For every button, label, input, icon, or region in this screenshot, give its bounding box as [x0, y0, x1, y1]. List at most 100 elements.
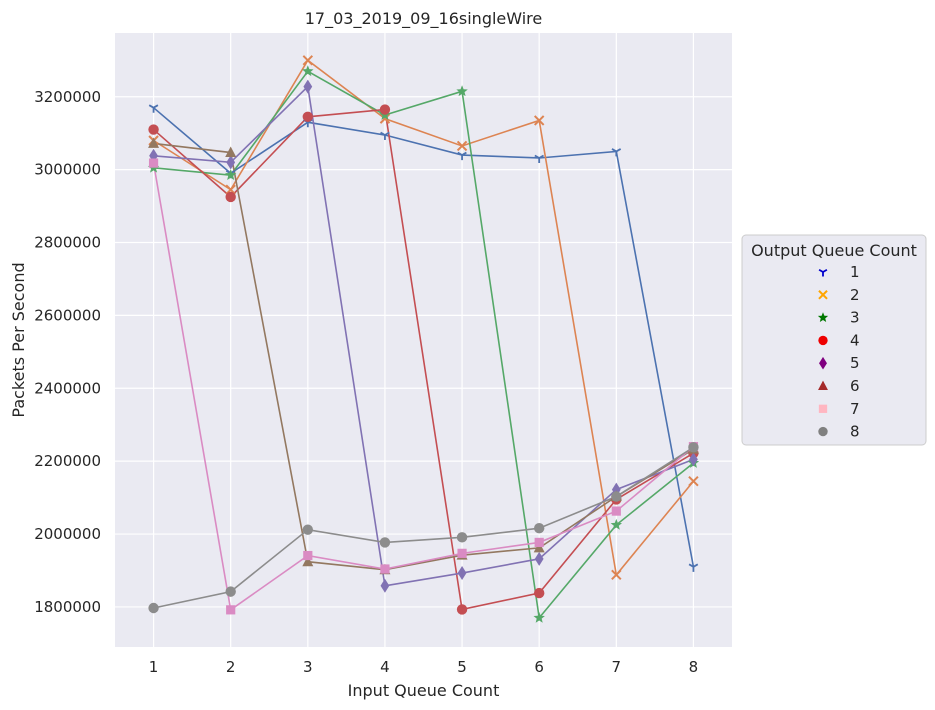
data-point-series-2	[225, 184, 236, 195]
legend-label-6: 6	[850, 377, 860, 395]
x-tick-labels: 1 2 3 4 5 6 7 8	[149, 658, 698, 676]
data-point-series-8	[533, 523, 545, 534]
data-point-series-8	[148, 602, 159, 614]
data-point-series-1	[380, 131, 390, 141]
data-point-series-3	[456, 85, 468, 97]
legend-title: Output Queue Count	[751, 241, 917, 260]
legend-label-8: 8	[850, 423, 860, 441]
y-tick-label: 2600000	[34, 306, 101, 324]
x-tick-label: 5	[457, 658, 467, 676]
data-point-series-4	[302, 111, 314, 123]
y-tick-labels: 1800000 2000000 2200000 2400000 2600000 28000…	[34, 88, 101, 616]
data-point-series-2	[456, 140, 468, 152]
x-tick-label: 6	[534, 658, 544, 676]
series-line-1	[153, 107, 695, 567]
legend-marker-6	[818, 380, 828, 391]
legend-label-3: 3	[850, 309, 860, 327]
data-point-series-5	[380, 578, 390, 593]
legend-items: 1 2 3 4 5 6 7 8	[817, 263, 860, 441]
data-point-series-4	[225, 191, 236, 203]
data-point-series-8	[611, 491, 622, 502]
legend-marker-2	[818, 290, 828, 300]
legend-label-4: 4	[850, 331, 860, 349]
data-point-series-2	[302, 55, 314, 66]
data-point-series-2	[688, 475, 699, 487]
data-point-series-5	[689, 452, 698, 467]
data-point-series-3	[533, 611, 545, 623]
data-point-series-4	[379, 104, 391, 115]
legend-label-7: 7	[850, 400, 860, 418]
data-point-series-3	[302, 65, 314, 77]
data-point-series-4	[148, 124, 159, 135]
legend-marker-1	[818, 268, 828, 277]
data-point-series-2	[379, 113, 391, 124]
data-point-series-7	[457, 548, 467, 558]
data-point-series-7	[380, 564, 390, 574]
y-tick-label: 3200000	[34, 88, 101, 106]
series-line-6	[153, 142, 694, 571]
legend-marker-5	[819, 356, 827, 370]
data-point-series-7	[148, 158, 159, 168]
data-point-series-8	[456, 532, 468, 543]
data-point-series-8	[225, 586, 236, 597]
x-tick-label: 3	[303, 658, 313, 676]
x-tick-label: 8	[689, 658, 699, 676]
y-axis-title: Packets Per Second	[9, 262, 28, 417]
legend-marker-4	[818, 335, 828, 346]
y-tick-label: 2200000	[34, 452, 101, 470]
y-tick-label: 2400000	[34, 379, 101, 397]
series-markers	[147, 55, 700, 623]
series-lines	[152, 59, 695, 620]
legend-marker-7	[818, 404, 828, 413]
x-tick-label: 4	[380, 658, 390, 676]
data-point-series-1	[457, 151, 467, 161]
data-point-series-3	[224, 169, 237, 180]
x-tick-label: 1	[149, 658, 159, 676]
x-axis-title: Input Queue Count	[348, 681, 500, 700]
data-point-series-7	[226, 605, 236, 615]
data-point-series-5	[534, 551, 544, 566]
legend-label-5: 5	[850, 354, 860, 372]
data-point-series-5	[226, 155, 236, 170]
plot-area	[115, 33, 732, 647]
data-point-series-2	[533, 115, 545, 126]
legend-box	[741, 234, 927, 446]
data-point-series-3	[610, 518, 623, 530]
data-point-series-5	[303, 79, 313, 94]
data-point-series-4	[533, 587, 545, 599]
data-point-series-1	[688, 563, 699, 572]
y-tick-label: 3000000	[34, 161, 101, 179]
chart-title: 17_03_2019_09_16singleWire	[305, 9, 543, 29]
y-tick-label: 2000000	[34, 525, 101, 543]
data-point-series-5	[457, 566, 467, 581]
data-point-series-1	[534, 154, 544, 163]
series-line-2	[153, 59, 695, 577]
legend-label-2: 2	[850, 286, 860, 304]
data-point-series-8	[302, 524, 314, 535]
data-point-series-8	[379, 537, 391, 548]
data-point-series-8	[688, 442, 699, 453]
data-point-series-6	[148, 137, 160, 148]
legend-marker-3	[817, 312, 829, 322]
data-point-series-1	[611, 148, 622, 157]
y-tick-label: 1800000	[34, 598, 101, 616]
data-point-series-7	[611, 506, 621, 516]
series-line-8	[153, 446, 694, 609]
series-line-3	[153, 70, 694, 620]
legend-label-1: 1	[850, 263, 860, 281]
data-point-series-7	[534, 537, 544, 548]
x-tick-label: 7	[612, 658, 622, 676]
data-point-series-4	[456, 604, 468, 615]
legend-marker-8	[818, 426, 828, 437]
data-point-series-6	[302, 555, 314, 567]
x-tick-label: 2	[226, 658, 236, 676]
series-line-7	[152, 162, 694, 612]
legend: Output Queue Count 1 2 3 4 5 6 7 8	[741, 234, 927, 446]
data-point-series-6	[225, 146, 237, 158]
data-point-series-6	[533, 541, 545, 553]
data-point-series-2	[611, 569, 622, 581]
data-point-series-1	[148, 104, 159, 113]
data-point-series-7	[303, 550, 313, 561]
y-tick-label: 2800000	[34, 234, 101, 252]
